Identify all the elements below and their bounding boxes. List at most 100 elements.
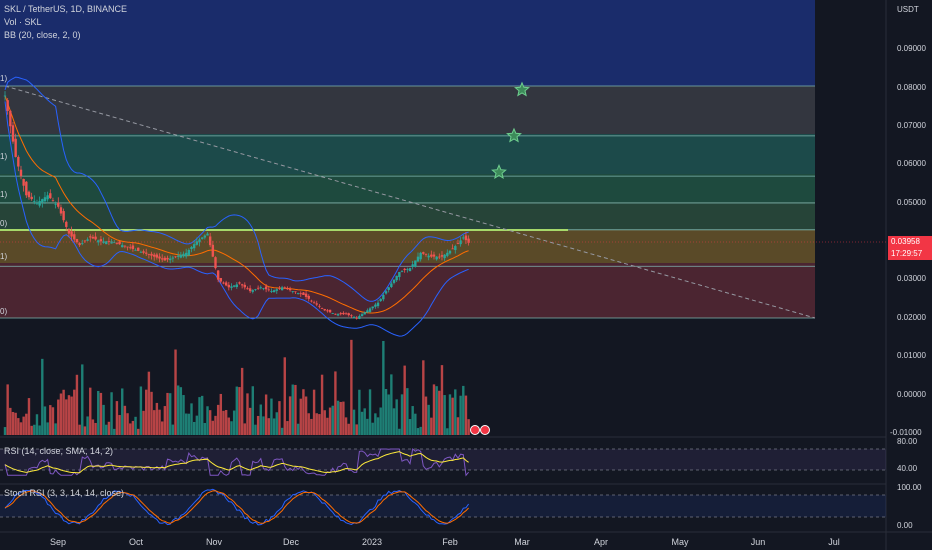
volume-bar <box>446 428 449 435</box>
volume-bar <box>97 390 100 435</box>
volume-bar <box>83 426 87 435</box>
volume-bar <box>347 423 350 435</box>
candle-body <box>129 247 132 249</box>
volume-bar <box>70 396 73 435</box>
volume-bar <box>113 428 116 435</box>
volume-bar <box>176 385 180 435</box>
volume-bar <box>419 426 422 435</box>
news-flag-icon[interactable] <box>480 425 490 435</box>
candle-body <box>403 268 406 271</box>
volume-histogram <box>3 339 470 435</box>
volume-bar <box>406 388 409 435</box>
news-flag-icon[interactable] <box>470 425 480 435</box>
target-star-icon[interactable] <box>506 127 522 143</box>
volume-bar <box>11 411 15 435</box>
volume-bar <box>326 417 329 435</box>
candle-body <box>320 308 324 310</box>
candle-body <box>184 252 188 257</box>
volume-bar <box>75 374 79 435</box>
candle-body <box>222 282 225 284</box>
stoch-k-line <box>4 488 470 526</box>
target-star-icon[interactable] <box>514 81 530 97</box>
candle-body <box>459 240 462 245</box>
candle-body <box>248 288 252 292</box>
volume-bar <box>424 396 428 435</box>
volume-bar <box>363 408 366 435</box>
bb-legend[interactable]: BB (20, close, 2, 0) <box>4 30 81 40</box>
volume-bar <box>254 424 257 435</box>
price-tick: 0.05000 <box>897 198 926 207</box>
volume-bar <box>416 428 420 435</box>
candle-body <box>41 199 44 203</box>
candle-body <box>65 221 68 227</box>
candle-body <box>195 241 199 245</box>
volume-bar <box>302 389 305 435</box>
stoch-pane-label[interactable]: Stoch RSI (3, 3, 14, 14, close) <box>4 488 125 498</box>
volume-bar <box>296 423 300 435</box>
volume-bar <box>304 396 308 435</box>
current-price-badge[interactable]: 0.03958 17:29:57 <box>888 236 932 260</box>
volume-bar <box>134 416 137 435</box>
volume-bar <box>203 422 207 435</box>
volume-bar <box>392 408 396 435</box>
candle-body <box>368 308 372 312</box>
volume-bar <box>414 413 417 435</box>
time-label: May <box>671 537 689 547</box>
volume-bar <box>27 398 31 435</box>
candle-body <box>344 313 348 315</box>
candle-body <box>446 252 449 256</box>
symbol-title[interactable]: SKL / TetherUS, 1D, BINANCE <box>4 4 128 14</box>
candle-body <box>275 289 278 291</box>
volume-bar <box>33 424 36 435</box>
volume-bar <box>150 391 153 435</box>
candle-body <box>312 302 316 304</box>
volume-bar <box>208 410 212 435</box>
candle-body <box>35 202 39 204</box>
volume-bar <box>464 395 468 435</box>
stoch-rsi-lines <box>4 488 470 526</box>
volume-bar <box>248 407 252 435</box>
volume-bar <box>166 392 169 435</box>
rsi-pane-label[interactable]: RSI (14, close, SMA, 14, 2) <box>4 446 114 456</box>
bollinger-bands[interactable] <box>4 76 469 337</box>
candle-body <box>75 239 79 243</box>
candle-body <box>89 236 92 238</box>
candle-body <box>416 256 420 262</box>
candle-body <box>262 288 265 290</box>
volume-bar <box>195 415 199 435</box>
target-star-icon[interactable] <box>491 164 507 179</box>
candle-body <box>326 310 329 312</box>
candle-body <box>190 247 193 250</box>
volume-bar <box>224 410 228 435</box>
candle-body <box>419 252 422 260</box>
candle-body <box>187 249 191 256</box>
volume-bar <box>355 424 358 435</box>
candle-body <box>49 193 52 199</box>
candle-body <box>291 291 294 292</box>
volume-bar <box>374 413 377 435</box>
volume-bar <box>432 384 436 435</box>
candle-body <box>240 284 244 286</box>
volume-bar <box>206 406 209 435</box>
stoch-tick: 100.00 <box>897 483 922 492</box>
descending-trendline[interactable] <box>4 85 816 319</box>
candle-body <box>73 234 76 240</box>
volume-bar <box>110 392 113 435</box>
volume-bar <box>174 349 177 435</box>
candle-body <box>440 255 444 257</box>
candle-body <box>227 284 231 288</box>
volume-bar <box>94 422 97 435</box>
candle-body <box>280 287 284 291</box>
candle-body <box>155 254 159 258</box>
candle-body <box>384 291 388 294</box>
price-candles[interactable] <box>3 91 470 320</box>
volume-bar <box>438 390 441 435</box>
candle-body <box>19 169 23 177</box>
candle-body <box>424 253 428 255</box>
target-stars[interactable] <box>491 81 530 179</box>
volume-bar <box>171 424 175 435</box>
volume-legend[interactable]: Vol · SKL <box>4 17 42 27</box>
time-label: Jun <box>750 537 766 547</box>
volume-bar <box>62 389 65 435</box>
